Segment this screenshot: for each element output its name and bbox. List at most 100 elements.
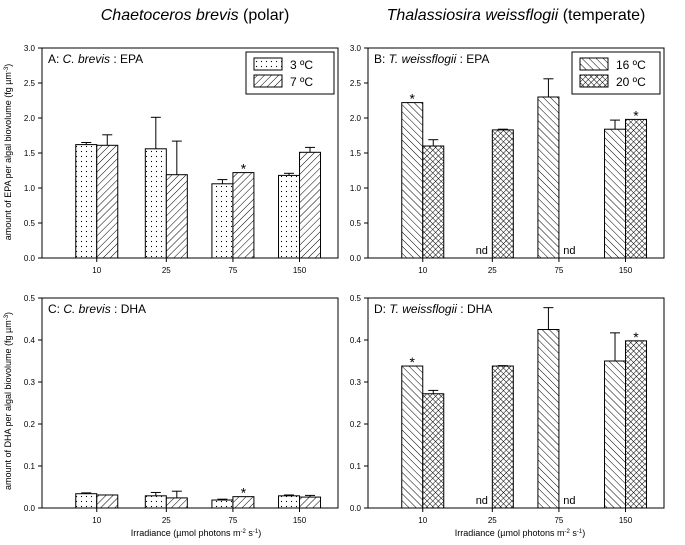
bar <box>232 496 255 509</box>
bar <box>625 340 648 509</box>
x-tick-label: 75 <box>554 266 563 275</box>
x-tick-label: 150 <box>293 516 307 525</box>
bar <box>604 360 627 509</box>
panel-c: 0.0 0.1 0.2 0.3 0.4 0.5 10 25 75 150 * C: C. brevis… <box>24 294 339 525</box>
bar <box>211 499 234 509</box>
x-tick-label: 75 <box>228 266 237 275</box>
y-tick-label: 0.5 <box>24 219 36 228</box>
bar <box>165 497 188 509</box>
bar <box>422 393 445 509</box>
y-tick-label: 0.3 <box>24 378 36 387</box>
legend-swatch <box>253 74 283 88</box>
y-tick-label: 0.4 <box>350 336 362 345</box>
legend-label: 16 ºC <box>616 58 646 72</box>
bar <box>537 96 560 259</box>
bar <box>96 144 119 259</box>
y-tick-label: 0.0 <box>350 254 362 263</box>
bar <box>299 151 322 259</box>
y-tick-label: 0.0 <box>24 504 36 513</box>
bar <box>491 129 514 259</box>
x-tick-label: 25 <box>488 266 497 275</box>
bar <box>491 365 514 509</box>
column-title-polar: Chaetoceros brevis (polar) <box>101 7 290 24</box>
significance-star: * <box>241 485 247 501</box>
panel-b: 0.0 0.5 1.0 1.5 2.0 2.5 3.0 10 25 75 150 * nd nd * B: T… <box>350 44 665 275</box>
y-tick-label: 0.0 <box>24 254 36 263</box>
bar <box>75 493 98 509</box>
nd-label: nd <box>476 245 488 257</box>
significance-star: * <box>633 107 639 123</box>
y-tick-label: 1.5 <box>24 149 36 158</box>
x-tick-label: 150 <box>619 266 633 275</box>
nd-label: nd <box>563 495 575 507</box>
bar <box>625 118 648 259</box>
legend-swatch <box>579 74 609 88</box>
bar <box>211 183 234 259</box>
bar <box>537 329 560 509</box>
y-tick-label: 1.0 <box>350 184 362 193</box>
significance-star: * <box>410 91 416 107</box>
y-axis-label-dha: amount of DHA per algal biovolume (fg µm… <box>3 312 13 490</box>
legend-label: 20 ºC <box>616 75 646 89</box>
y-tick-label: 0.5 <box>350 219 362 228</box>
plot-frame <box>41 297 339 509</box>
y-tick-label: 0.2 <box>24 420 36 429</box>
bar <box>278 495 301 509</box>
legend-swatch <box>579 57 609 71</box>
y-tick-label: 0.3 <box>350 378 362 387</box>
x-tick-label: 25 <box>162 516 171 525</box>
panel-title: B: T. weissflogii : EPA <box>374 52 489 66</box>
panel-a: 0.0 0.5 1.0 1.5 2.0 2.5 3.0 10 25 75 150 * A: C. bre… <box>24 44 339 275</box>
y-tick-label: 3.0 <box>24 44 36 53</box>
plot-frame <box>367 297 665 509</box>
x-tick-label: 75 <box>228 516 237 525</box>
y-tick-label: 0.2 <box>350 420 362 429</box>
bar <box>401 365 424 509</box>
bar <box>232 172 255 259</box>
bar <box>75 144 98 259</box>
bar <box>144 495 167 509</box>
x-tick-label: 10 <box>418 516 427 525</box>
y-tick-label: 2.5 <box>24 79 36 88</box>
x-tick-label: 10 <box>418 266 427 275</box>
x-axis-label-right: Irradiance (µmol photons m-2 s-1) <box>455 528 585 538</box>
x-tick-label: 25 <box>162 266 171 275</box>
bar <box>144 148 167 259</box>
y-tick-label: 0.4 <box>24 336 36 345</box>
bar <box>278 174 301 259</box>
y-tick-label: 2.0 <box>24 114 36 123</box>
panel-title: C: C. brevis : DHA <box>48 302 146 316</box>
x-tick-label: 150 <box>619 516 633 525</box>
bar <box>604 128 627 259</box>
x-tick-label: 150 <box>293 266 307 275</box>
y-axis-label-epa: amount of EPA per algal biovolume (fg µm… <box>3 64 13 240</box>
significance-star: * <box>633 329 639 345</box>
bar <box>401 102 424 259</box>
bar <box>96 494 119 509</box>
bar <box>299 496 322 509</box>
panel-title: D: T. weissflogii : DHA <box>374 302 492 316</box>
panel-title: A: C. brevis : EPA <box>48 52 143 66</box>
bar <box>422 145 445 259</box>
y-tick-label: 0.1 <box>350 462 362 471</box>
legend-swatch <box>253 57 283 71</box>
legend-label: 7 ºC <box>290 75 313 89</box>
x-tick-label: 75 <box>554 516 563 525</box>
x-tick-label: 25 <box>488 516 497 525</box>
nd-label: nd <box>476 495 488 507</box>
y-tick-label: 0.5 <box>24 294 36 303</box>
significance-star: * <box>241 161 247 177</box>
y-tick-label: 2.5 <box>350 79 362 88</box>
significance-star: * <box>410 354 416 370</box>
y-tick-label: 1.0 <box>24 184 36 193</box>
x-axis-label-left: Irradiance (µmol photons m-2 s-1) <box>131 528 261 538</box>
y-tick-label: 3.0 <box>350 44 362 53</box>
y-tick-label: 0.5 <box>350 294 362 303</box>
x-tick-label: 10 <box>92 266 101 275</box>
column-title-temperate: Thalassiosira weissflogii (temperate) <box>387 7 646 24</box>
bar <box>165 174 188 259</box>
y-tick-label: 1.5 <box>350 149 362 158</box>
nd-label: nd <box>563 245 575 257</box>
legend-label: 3 ºC <box>290 58 313 72</box>
